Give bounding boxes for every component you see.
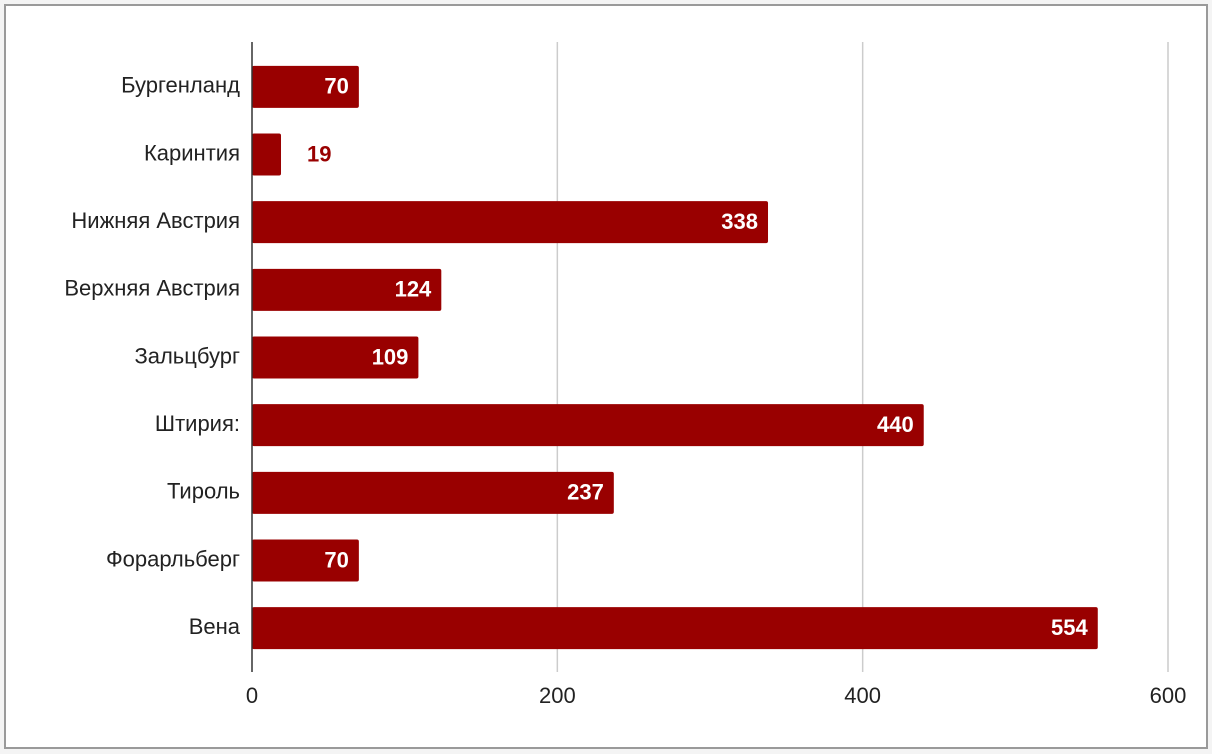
value-label: 70 [324,547,348,572]
value-label: 70 [324,74,348,99]
y-tick-label: Штирия: [155,411,240,436]
value-label: 237 [567,480,604,505]
bar [252,268,442,311]
x-tick-label: 200 [539,683,576,708]
bar [252,539,359,582]
value-label: 109 [372,344,409,369]
bar [252,471,614,514]
value-label: 440 [877,412,914,437]
x-tick-label: 0 [246,683,258,708]
y-tick-label: Каринтия [144,140,240,165]
x-tick-label: 600 [1150,683,1187,708]
y-tick-label: Форарльберг [106,546,240,571]
bar [252,133,282,176]
y-tick-label: Зальцбург [134,343,240,368]
value-label: 554 [1051,615,1088,640]
y-tick-label: Тироль [167,479,240,504]
x-tick-label: 400 [844,683,881,708]
value-label: 338 [721,209,758,234]
y-tick-label: Бургенланд [121,73,240,98]
value-label: 19 [307,141,331,166]
bar [252,404,924,447]
y-tick-label: Нижняя Австрия [71,208,240,233]
bar [252,201,769,244]
bar [252,607,1098,650]
bar [252,336,419,379]
y-tick-label: Вена [189,614,241,639]
bar [252,65,359,108]
y-tick-label: Верхняя Австрия [64,276,240,301]
value-label: 124 [395,277,432,302]
